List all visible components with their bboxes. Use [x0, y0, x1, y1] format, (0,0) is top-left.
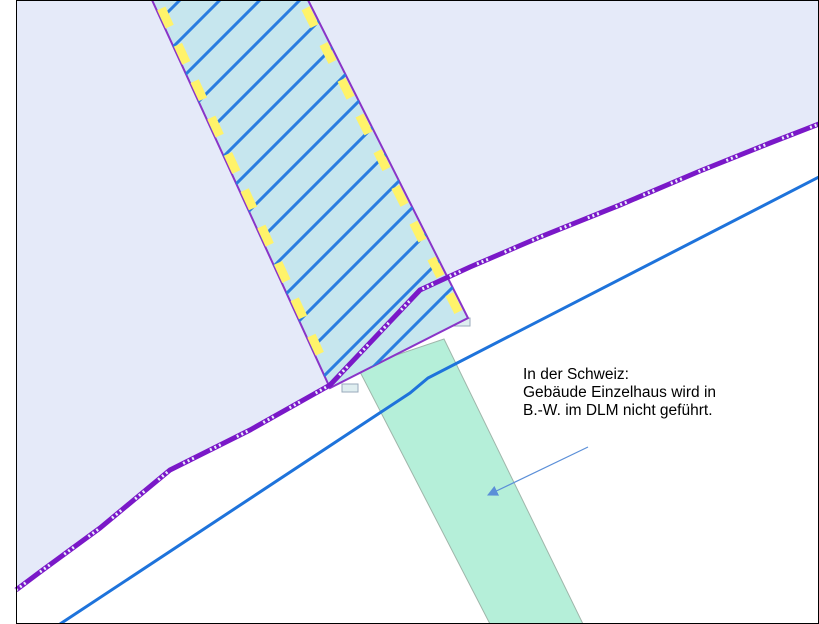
- hatch-line: [152, 0, 302, 388]
- yellow-mark: [307, 333, 324, 356]
- yellow-mark: [173, 42, 191, 65]
- yellow-mark: [409, 220, 427, 243]
- border-line-dots: [15, 122, 819, 592]
- yellow-mark: [391, 184, 409, 207]
- yellow-mark: [373, 149, 391, 172]
- annotation-arrow: [487, 446, 589, 496]
- yellow-mark: [157, 6, 174, 29]
- yellow-marks: [157, 6, 463, 356]
- annotation-line-2: Gebäude Einzelhaus wird in: [523, 384, 717, 401]
- yellow-mark: [337, 77, 355, 100]
- hatch-line: [152, 0, 262, 388]
- road-line: [59, 175, 819, 624]
- annotation-line-3: B.-W. im DLM nicht geführt.: [523, 402, 713, 419]
- yellow-mark: [207, 115, 224, 138]
- yellow-mark: [319, 41, 337, 64]
- yellow-mark: [240, 188, 258, 211]
- annotation-line-1: In der Schweiz:: [523, 366, 629, 383]
- hatch-line: [278, 0, 468, 388]
- hatch-line: [318, 0, 468, 388]
- yellow-mark: [301, 6, 319, 29]
- yellow-mark: [445, 292, 463, 315]
- hatched-building: [150, 0, 470, 390]
- yellow-mark: [257, 224, 274, 247]
- annotation-text: In der Schweiz: Gebäude Einzelhaus wird …: [523, 366, 813, 420]
- upper-area: [16, 0, 819, 590]
- hatch-line: [152, 0, 342, 388]
- yellow-mark: [190, 79, 208, 102]
- yellow-mark: [223, 151, 241, 174]
- yellow-mark: [427, 256, 445, 279]
- small-connector-left: [341, 383, 359, 393]
- yellow-mark: [355, 113, 373, 136]
- yellow-mark: [290, 297, 308, 320]
- yellow-mark: [273, 261, 291, 283]
- green-building: [357, 338, 584, 624]
